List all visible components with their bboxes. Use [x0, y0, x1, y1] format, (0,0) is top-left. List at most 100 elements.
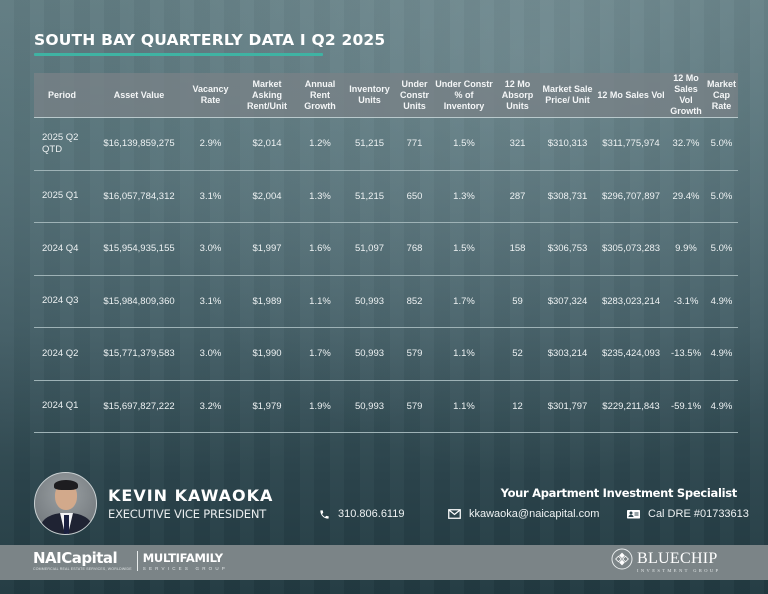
cell-sale-price-unit: $308,731 — [540, 170, 595, 223]
cell-sale-price-unit: $306,753 — [540, 222, 595, 276]
col-header-cap-rate: Market Cap Rate — [705, 73, 738, 118]
phone-number: 310.806.6119 — [338, 508, 405, 520]
cell-sales-vol-growth: 32.7% — [667, 117, 705, 171]
cell-vacancy-rate: 3.0% — [184, 222, 237, 276]
cell-asking-rent: $2,004 — [237, 170, 297, 223]
bluechip-wordmark: BLUECHIP — [637, 550, 718, 567]
cell-asking-rent: $1,989 — [237, 275, 297, 328]
cell-sales-vol-growth: -13.5% — [667, 327, 705, 381]
cell-sales-vol: $283,023,214 — [595, 275, 667, 328]
bluechip-logo: BLUECHIP INVESTMENT GROUP — [611, 548, 720, 575]
cell-sale-price-unit: $303,214 — [540, 327, 595, 381]
envelope-icon — [448, 509, 461, 519]
cell-under-constr-units: 650 — [396, 170, 433, 223]
cell-rent-growth: 1.7% — [297, 327, 343, 381]
cell-asset-value: $16,057,784,312 — [94, 170, 184, 223]
cell-under-constr-units: 579 — [396, 380, 433, 433]
cell-sale-price-unit: $307,324 — [540, 275, 595, 328]
agent-avatar — [34, 472, 97, 535]
cell-asset-value: $15,954,935,155 — [94, 222, 184, 276]
col-header-sales-vol: 12 Mo Sales Vol — [595, 73, 667, 118]
table-header-row: Period Asset Value Vacancy Rate Market A… — [34, 73, 738, 118]
cell-asking-rent: $1,997 — [237, 222, 297, 276]
cell-vacancy-rate: 3.1% — [184, 275, 237, 328]
cell-absorp-units: 52 — [495, 327, 540, 381]
cell-sales-vol: $229,211,843 — [595, 380, 667, 433]
bluechip-subtitle: INVESTMENT GROUP — [637, 568, 721, 573]
col-header-under-constr-pct: Under Constr % of Inventory — [433, 73, 495, 118]
col-header-period: Period — [34, 73, 94, 118]
cell-rent-growth: 1.1% — [297, 275, 343, 328]
cell-sale-price-unit: $310,313 — [540, 117, 595, 171]
cell-period: 2024 Q3 — [34, 275, 94, 328]
table-row: 2024 Q4 $15,954,935,155 3.0% $1,997 1.6%… — [34, 222, 738, 276]
cell-asking-rent: $1,979 — [237, 380, 297, 433]
bluechip-diamond-icon — [611, 548, 633, 575]
id-card-icon — [627, 509, 640, 519]
logo-divider — [136, 551, 138, 571]
cell-under-constr-pct: 1.3% — [433, 170, 495, 223]
cell-absorp-units: 12 — [495, 380, 540, 433]
cell-period: 2024 Q2 — [34, 327, 94, 381]
col-header-sale-price-unit: Market Sale Price/ Unit — [540, 73, 595, 118]
cell-inventory-units: 51,215 — [343, 170, 396, 223]
cell-sale-price-unit: $301,797 — [540, 380, 595, 433]
cell-vacancy-rate: 3.0% — [184, 327, 237, 381]
cell-under-constr-pct: 1.1% — [433, 380, 495, 433]
cell-sales-vol-growth: -59.1% — [667, 380, 705, 433]
cell-inventory-units: 50,993 — [343, 380, 396, 433]
agent-tagline: Your Apartment Investment Specialist — [500, 486, 738, 500]
cell-asking-rent: $2,014 — [237, 117, 297, 171]
footer-bar — [0, 545, 768, 580]
cell-asset-value: $15,771,379,583 — [94, 327, 184, 381]
agent-email[interactable]: kkawaoka@naicapital.com — [448, 508, 599, 520]
table-row: 2024 Q3 $15,984,809,360 3.1% $1,989 1.1%… — [34, 275, 738, 328]
cell-sales-vol-growth: 9.9% — [667, 222, 705, 276]
cell-period: 2025 Q2 QTD — [34, 117, 94, 171]
cell-sales-vol: $305,073,283 — [595, 222, 667, 276]
cell-rent-growth: 1.2% — [297, 117, 343, 171]
cell-sales-vol-growth: -3.1% — [667, 275, 705, 328]
email-address: kkawaoka@naicapital.com — [469, 508, 600, 520]
cell-absorp-units: 287 — [495, 170, 540, 223]
cell-period: 2024 Q4 — [34, 222, 94, 276]
table-row: 2025 Q2 QTD $16,139,859,275 2.9% $2,014 … — [34, 117, 738, 171]
agent-phone[interactable]: 310.806.6119 — [319, 508, 404, 520]
multifamily-subtitle: SERVICES GROUP — [142, 565, 229, 571]
cell-absorp-units: 59 — [495, 275, 540, 328]
cell-absorp-units: 158 — [495, 222, 540, 276]
cell-vacancy-rate: 3.2% — [184, 380, 237, 433]
cell-asset-value: $15,984,809,360 — [94, 275, 184, 328]
col-header-absorp-units: 12 Mo Absorp Units — [495, 73, 540, 118]
cell-period: 2024 Q1 — [34, 380, 94, 433]
cell-rent-growth: 1.6% — [297, 222, 343, 276]
cell-sales-vol: $296,707,897 — [595, 170, 667, 223]
cell-under-constr-pct: 1.5% — [433, 117, 495, 171]
table-row: 2024 Q1 $15,697,827,222 3.2% $1,979 1.9%… — [34, 380, 738, 433]
cell-vacancy-rate: 3.1% — [184, 170, 237, 223]
col-header-under-constr-units: Under Constr Units — [396, 73, 433, 118]
cell-under-constr-units: 852 — [396, 275, 433, 328]
col-header-asking-rent: Market Asking Rent/Unit — [237, 73, 297, 118]
title-underline — [34, 53, 323, 56]
cell-under-constr-pct: 1.7% — [433, 275, 495, 328]
cell-cap-rate: 4.9% — [705, 275, 738, 328]
cell-cap-rate: 5.0% — [705, 222, 738, 276]
table-row: 2025 Q1 $16,057,784,312 3.1% $2,004 1.3%… — [34, 170, 738, 223]
cell-inventory-units: 51,215 — [343, 117, 396, 171]
agent-name: KEVIN KAWAOKA — [108, 486, 274, 505]
multifamily-wordmark: MULTIFAMILY — [142, 550, 223, 565]
cell-asset-value: $15,697,827,222 — [94, 380, 184, 433]
cell-under-constr-units: 771 — [396, 117, 433, 171]
nai-capital-tagline: COMMERCIAL REAL ESTATE SERVICES, WORLDWI… — [33, 567, 132, 571]
cell-sales-vol-growth: 29.4% — [667, 170, 705, 223]
col-header-rent-growth: Annual Rent Growth — [297, 73, 343, 118]
cell-vacancy-rate: 2.9% — [184, 117, 237, 171]
cell-cap-rate: 4.9% — [705, 327, 738, 381]
cell-inventory-units: 50,993 — [343, 327, 396, 381]
cell-cap-rate: 4.9% — [705, 380, 738, 433]
cell-under-constr-units: 768 — [396, 222, 433, 276]
cell-under-constr-pct: 1.5% — [433, 222, 495, 276]
col-header-inventory-units: Inventory Units — [343, 73, 396, 118]
nai-capital-wordmark: NAICapital — [33, 549, 118, 567]
